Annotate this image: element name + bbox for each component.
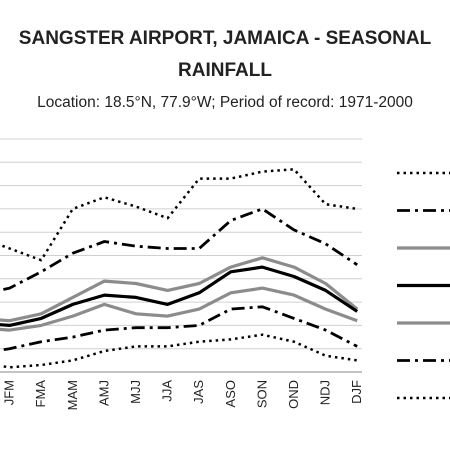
- x-tick-label: SON: [254, 380, 269, 408]
- series-line-4: [0, 265, 359, 327]
- x-tick-label: AMJ: [96, 380, 111, 406]
- x-axis-ticks: DJFJFMFMAMAMAMJMJJJJAJASASOSONONDNDJDJF: [2, 380, 365, 411]
- x-tick-label: JJA: [160, 380, 175, 402]
- x-tick-label: NDJ: [318, 380, 333, 405]
- x-tick-label: MJJ: [128, 380, 143, 404]
- x-tick-label: FMA: [33, 380, 48, 408]
- x-tick-label: JAS: [191, 380, 206, 404]
- x-tick-label: ASO: [223, 380, 238, 407]
- series-line-5: [0, 286, 358, 332]
- series-line-3: [0, 256, 359, 323]
- series-line-1: [0, 168, 358, 262]
- chart-title-line-1: SANGSTER AIRPORT, JAMAICA - SEASONAL: [19, 28, 432, 49]
- legend: [397, 171, 450, 400]
- chart-subtitle: Location: 18.5°N, 77.9°W; Period of reco…: [37, 94, 413, 111]
- series-line-6: [0, 305, 358, 352]
- series-lines: [0, 168, 359, 369]
- x-tick-label: OND: [286, 380, 301, 409]
- x-tick-label: MAM: [65, 380, 80, 410]
- series-line-7: [0, 333, 358, 369]
- x-tick-label: DJF: [349, 380, 364, 404]
- chart-title-line-2: RAINFALL: [178, 60, 272, 81]
- x-tick-label: JFM: [2, 380, 17, 405]
- grid: [0, 138, 362, 373]
- series-line-2: [0, 207, 358, 292]
